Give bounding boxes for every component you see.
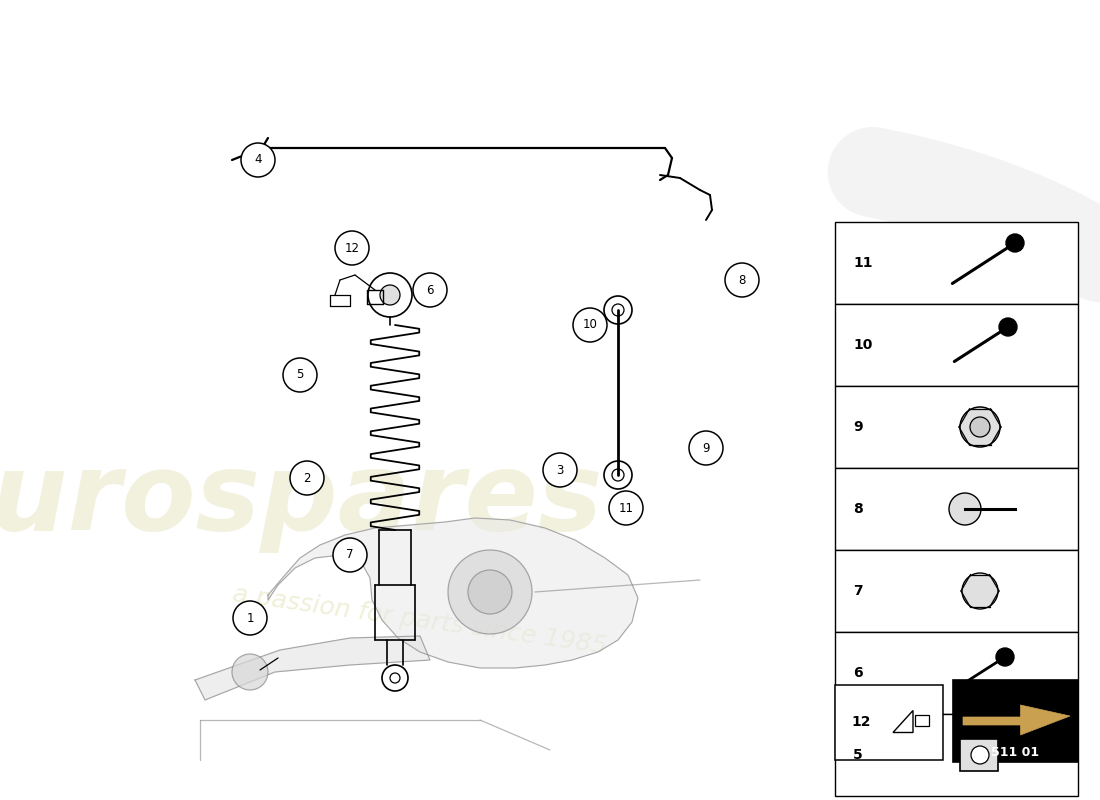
Circle shape [1006, 234, 1024, 252]
Text: 11: 11 [852, 256, 872, 270]
Text: 10: 10 [583, 318, 597, 331]
Text: 6: 6 [852, 666, 862, 680]
Polygon shape [962, 705, 1070, 735]
Circle shape [971, 746, 989, 764]
Circle shape [960, 407, 1000, 447]
Circle shape [290, 461, 324, 495]
Circle shape [962, 573, 998, 609]
Circle shape [999, 318, 1018, 336]
Text: 7: 7 [346, 549, 354, 562]
Bar [960, 739, 998, 771]
Circle shape [609, 491, 644, 525]
Circle shape [336, 231, 368, 265]
Text: 10: 10 [852, 338, 872, 352]
Text: 5: 5 [296, 369, 304, 382]
Text: 12: 12 [344, 242, 360, 254]
Circle shape [232, 654, 268, 690]
Bar [835, 632, 1078, 714]
Text: 1: 1 [246, 611, 254, 625]
Polygon shape [195, 636, 430, 700]
Text: 9: 9 [702, 442, 710, 454]
Bar [835, 304, 1078, 386]
Circle shape [448, 550, 532, 634]
Text: 2: 2 [304, 471, 311, 485]
Text: 12: 12 [851, 715, 870, 730]
Circle shape [689, 431, 723, 465]
Text: eurospares: eurospares [0, 447, 603, 553]
Bar [835, 468, 1078, 550]
Circle shape [573, 308, 607, 342]
Circle shape [970, 417, 990, 437]
Bar [835, 685, 943, 760]
Text: a passion for parts since 1985: a passion for parts since 1985 [231, 582, 608, 658]
Circle shape [233, 601, 267, 635]
Bar [835, 386, 1078, 468]
Text: 8: 8 [852, 502, 862, 516]
Bar [915, 714, 930, 726]
Text: 8: 8 [738, 274, 746, 286]
Bar [835, 714, 1078, 796]
Bar [835, 550, 1078, 632]
Circle shape [543, 453, 578, 487]
Circle shape [241, 143, 275, 177]
Circle shape [468, 570, 512, 614]
Text: 3: 3 [557, 463, 563, 477]
Text: 4: 4 [254, 154, 262, 166]
Circle shape [412, 273, 447, 307]
Circle shape [949, 493, 981, 525]
Text: 9: 9 [852, 420, 862, 434]
Text: 7: 7 [852, 584, 862, 598]
Text: 5: 5 [852, 748, 862, 762]
Circle shape [333, 538, 367, 572]
Circle shape [996, 648, 1014, 666]
Bar [953, 680, 1078, 762]
Text: 11: 11 [618, 502, 634, 514]
Circle shape [283, 358, 317, 392]
Circle shape [725, 263, 759, 297]
Text: 6: 6 [427, 283, 433, 297]
Circle shape [379, 285, 400, 305]
Polygon shape [268, 518, 638, 668]
Bar [835, 222, 1078, 304]
Text: 511 01: 511 01 [991, 746, 1040, 758]
